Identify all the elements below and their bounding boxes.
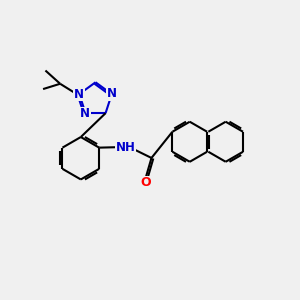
Text: N: N	[74, 88, 84, 100]
Text: N: N	[80, 107, 90, 120]
Text: N: N	[107, 87, 117, 100]
Text: NH: NH	[116, 141, 136, 154]
Text: O: O	[140, 176, 151, 189]
